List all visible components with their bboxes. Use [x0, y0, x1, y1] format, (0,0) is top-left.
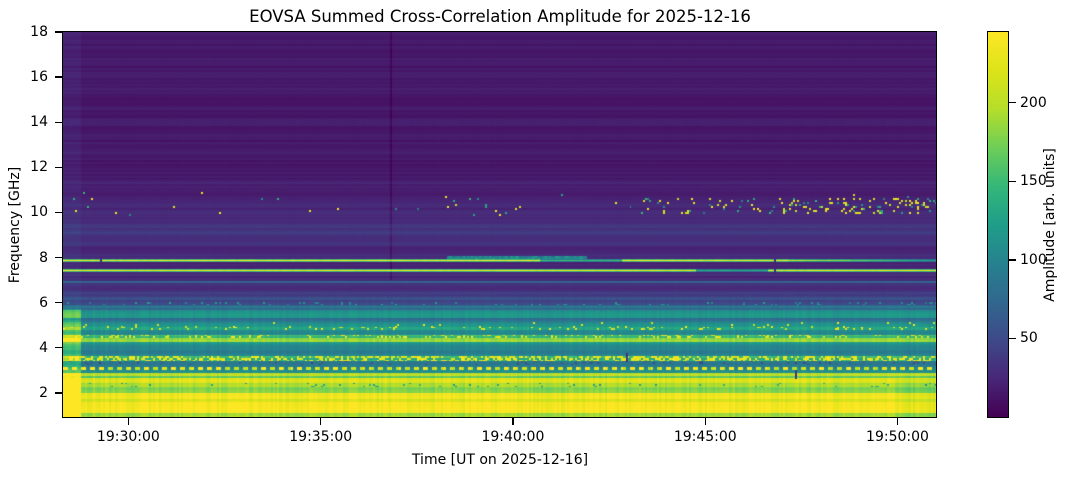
x-tick-mark	[704, 418, 706, 425]
x-tick-mark	[127, 418, 130, 425]
y-tick-mark	[55, 121, 63, 123]
y-tick-label: 10	[30, 204, 48, 221]
chart-title: EOVSA Summed Cross-Correlation Amplitude…	[249, 7, 751, 26]
y-tick-mark	[55, 347, 63, 349]
spectrogram-plot	[62, 31, 937, 418]
y-tick-label: 4	[39, 339, 48, 356]
colorbar-tick-label: 200	[1020, 94, 1047, 111]
colorbar-tick-label: 150	[1020, 173, 1047, 190]
y-tick-label: 14	[30, 114, 48, 131]
x-tick-label: 19:45:00	[673, 429, 737, 445]
y-tick-label: 8	[39, 249, 48, 266]
x-tick-mark	[896, 418, 899, 425]
y-tick-mark	[55, 76, 63, 78]
colorbar-tick-mark	[1009, 337, 1016, 340]
colorbar-tick-mark	[1009, 259, 1016, 261]
y-tick-mark	[55, 211, 63, 214]
y-tick-mark	[55, 392, 63, 394]
x-tick-label: 19:40:00	[481, 429, 545, 445]
x-tick-label: 19:35:00	[289, 429, 353, 445]
y-tick-label: 2	[39, 384, 48, 401]
x-axis-label: Time [UT on 2025-12-16]	[411, 452, 589, 468]
colorbar-canvas	[988, 32, 1008, 417]
x-tick-label: 19:30:00	[96, 429, 160, 445]
y-tick-mark	[55, 31, 63, 33]
y-tick-label: 16	[30, 69, 48, 86]
x-tick-mark	[320, 418, 322, 425]
spectrogram-canvas	[63, 32, 936, 417]
y-axis-label: Frequency [GHz]	[7, 166, 23, 284]
colorbar-tick-mark	[1009, 180, 1016, 182]
colorbar-label: Amplitude [arb. units]	[1042, 148, 1058, 302]
colorbar-tick-label: 50	[1020, 330, 1038, 347]
y-tick-mark	[55, 166, 63, 169]
y-tick-label: 18	[30, 24, 48, 40]
y-tick-label: 6	[39, 294, 48, 311]
x-tick-mark	[512, 418, 514, 425]
y-tick-label: 12	[30, 159, 48, 176]
x-tick-label: 19:50:00	[866, 429, 929, 445]
colorbar-tick-label: 100	[1020, 251, 1047, 268]
colorbar-tick-mark	[1009, 102, 1016, 104]
y-tick-mark	[55, 256, 63, 259]
colorbar	[987, 31, 1009, 418]
y-tick-mark	[55, 301, 63, 304]
